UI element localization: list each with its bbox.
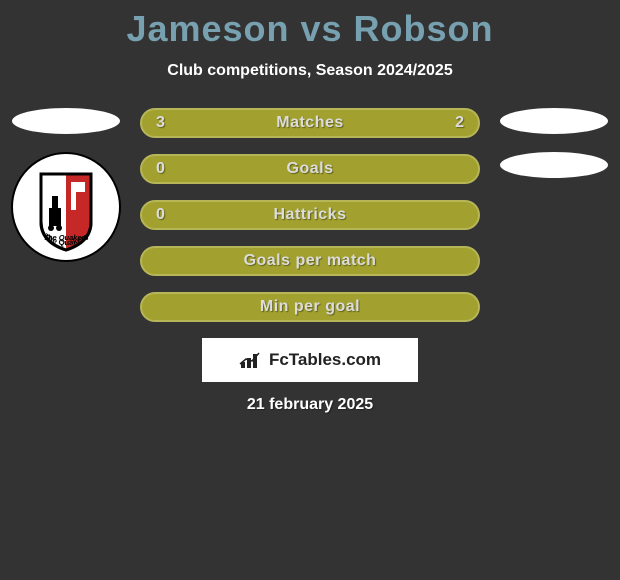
stat-row-hattricks: 0 Hattricks: [140, 200, 480, 230]
stats-center: 3 Matches 2 0 Goals 0 Hattricks Goals pe…: [140, 108, 480, 414]
stat-row-matches: 3 Matches 2: [140, 108, 480, 138]
stat-right-value: 2: [455, 114, 464, 132]
stat-label: Matches: [276, 114, 344, 132]
stat-left-value: 0: [156, 206, 165, 224]
left-column: The Quakers The Quakers: [8, 108, 124, 262]
stat-row-goals-per-match: Goals per match: [140, 246, 480, 276]
brand-box[interactable]: FcTables.com: [202, 338, 418, 382]
brand-text: FcTables.com: [269, 350, 381, 370]
page-title: Jameson vs Robson: [0, 8, 620, 50]
stat-row-min-per-goal: Min per goal: [140, 292, 480, 322]
svg-text:The Quakers: The Quakers: [43, 233, 88, 242]
comparison-widget: Jameson vs Robson Club competitions, Sea…: [0, 0, 620, 414]
bar-chart-icon: [239, 350, 263, 370]
stat-label: Hattricks: [274, 206, 347, 224]
player-right-placeholder: [500, 108, 608, 134]
player-left-placeholder: [12, 108, 120, 134]
stat-left-value: 3: [156, 114, 165, 132]
date-text: 21 february 2025: [140, 396, 480, 414]
stat-left-value: 0: [156, 160, 165, 178]
right-column: [496, 108, 612, 196]
stat-label: Min per goal: [260, 298, 360, 316]
stat-label: Goals: [287, 160, 334, 178]
stat-label: Goals per match: [244, 252, 377, 270]
stat-row-goals: 0 Goals: [140, 154, 480, 184]
stats-area: The Quakers The Quakers 3 Matches 2 0 Go…: [0, 108, 620, 414]
club-right-placeholder: [500, 152, 608, 178]
club-crest-left: The Quakers The Quakers: [11, 152, 121, 262]
subtitle: Club competitions, Season 2024/2025: [0, 62, 620, 80]
